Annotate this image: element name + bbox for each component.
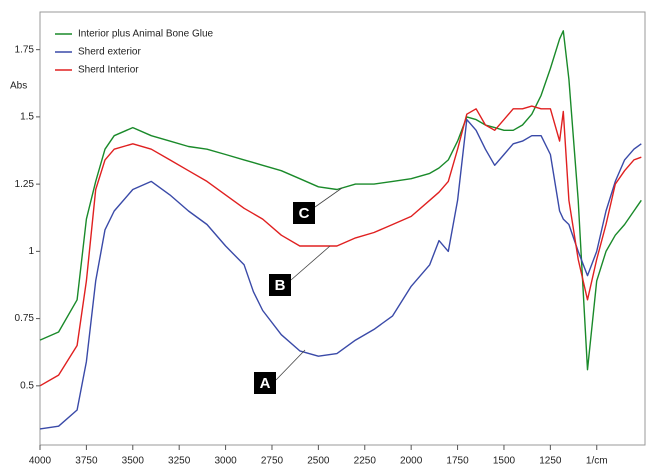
annotation-a: A — [254, 349, 306, 394]
y-tick-label: 1.75 — [15, 44, 35, 55]
x-tick-label: 3500 — [122, 456, 145, 467]
x-tick-label: 1250 — [539, 456, 562, 467]
annotation-box — [269, 274, 291, 296]
leader-line — [290, 245, 331, 281]
annotation-box — [293, 202, 315, 224]
series-line — [39, 30, 642, 371]
x-tick-label: 3750 — [75, 456, 98, 467]
series-line — [39, 105, 642, 387]
leader-line — [314, 187, 343, 208]
y-tick-label: 0.5 — [20, 380, 34, 391]
leader-line — [275, 349, 306, 381]
x-tick-label: 2000 — [400, 456, 423, 467]
y-tick-label: 0.75 — [15, 313, 35, 324]
legend-label: Interior plus Animal Bone Glue — [78, 29, 214, 40]
x-tick-label: 4000 — [29, 456, 52, 467]
y-tick-label: 1.25 — [15, 179, 35, 190]
plot-frame — [39, 11, 646, 446]
series-line — [39, 118, 642, 430]
x-tick-label: 2500 — [307, 456, 330, 467]
legend-label: Sherd Interior — [78, 65, 139, 76]
x-tick-label: 1500 — [493, 456, 516, 467]
x-tick-label: 3000 — [214, 456, 237, 467]
x-tick-label: 2750 — [261, 456, 284, 467]
annotation-label: A — [260, 375, 271, 392]
x-tick-label: 2250 — [354, 456, 377, 467]
y-axis-label: Abs — [10, 81, 27, 92]
annotation-box — [254, 372, 276, 394]
y-tick-label: 1.5 — [20, 112, 34, 123]
x-tick-label: 1/cm — [586, 456, 608, 467]
annotation-b: B — [269, 245, 331, 296]
x-tick-label: 3250 — [168, 456, 191, 467]
annotation-c: C — [293, 187, 343, 224]
x-tick-label: 1750 — [446, 456, 469, 467]
legend-label: Sherd exterior — [78, 47, 141, 58]
plot-area — [39, 30, 642, 430]
annotation-label: B — [275, 277, 286, 294]
y-tick-label: 1 — [28, 246, 34, 257]
annotation-label: C — [299, 205, 310, 222]
